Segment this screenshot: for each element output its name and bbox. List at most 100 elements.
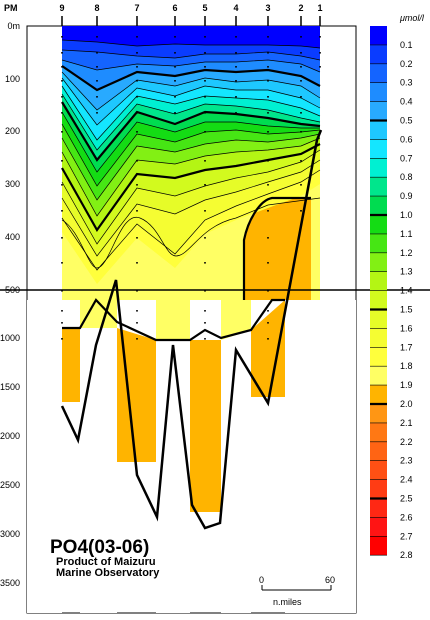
station-label: 8 <box>94 3 99 13</box>
sample-point <box>61 322 63 324</box>
station-label: 3 <box>265 3 270 13</box>
colorbar-swatch <box>370 422 387 442</box>
sample-point <box>96 66 98 68</box>
sample-point <box>267 310 269 312</box>
colorbar-label: 1.6 <box>400 323 413 333</box>
sample-point <box>300 66 302 68</box>
sample-point <box>136 112 138 114</box>
sample-point <box>136 52 138 54</box>
sample-point <box>136 80 138 82</box>
sample-point <box>300 80 302 82</box>
colorbar-swatch <box>370 101 387 121</box>
sample-point <box>96 36 98 38</box>
sample-point <box>96 96 98 98</box>
colorbar-label: 1.5 <box>400 305 413 315</box>
depth-label: 1000 <box>0 333 20 343</box>
contour-line-2.0 <box>242 196 311 300</box>
sample-point <box>267 66 269 68</box>
sample-point <box>61 262 63 264</box>
sample-point <box>61 210 63 212</box>
colorbar-label: 0.9 <box>400 191 413 201</box>
sample-point <box>96 52 98 54</box>
colorbar-swatch <box>370 385 387 404</box>
sample-point <box>235 36 237 38</box>
colorbar-swatch <box>370 366 387 386</box>
sample-point <box>300 160 302 162</box>
sample-point <box>267 262 269 264</box>
colorbar-swatch <box>370 252 387 272</box>
depth-label: 2000 <box>0 431 20 441</box>
colorbar-label: 0.7 <box>400 153 413 163</box>
sample-point <box>136 262 138 264</box>
sample-point <box>300 96 302 98</box>
sample-point <box>235 96 237 98</box>
sample-point <box>204 290 206 292</box>
sample-point <box>204 131 206 133</box>
depth-label: 3000 <box>0 529 20 539</box>
contour-line <box>61 71 321 111</box>
scale-max-label: 60 <box>325 575 335 585</box>
colorbar-label: 1.4 <box>400 286 413 296</box>
colorbar-swatch <box>370 498 387 518</box>
sample-point <box>174 66 176 68</box>
colorbar-swatch <box>370 26 387 45</box>
sample-point <box>96 80 98 82</box>
sample-point <box>174 52 176 54</box>
chart-title: PO4(03-06) <box>50 537 149 558</box>
sample-point <box>136 290 138 292</box>
station-label: 1 <box>317 3 322 13</box>
sample-point <box>300 52 302 54</box>
colorbar: 0.1 0.2 0.3 0.4 0.5 0.6 0.7 0.8 0.9 1.0 1.1 1.2 1.3 1… <box>370 26 413 560</box>
section-band <box>62 102 320 172</box>
sample-point <box>61 112 63 114</box>
colorbar-label: 1.0 <box>400 210 413 220</box>
sample-point <box>267 290 269 292</box>
sample-point <box>136 160 138 162</box>
contour-line <box>61 59 321 73</box>
sample-point <box>300 210 302 212</box>
colorbar-label: 1.8 <box>400 361 413 371</box>
section-band <box>62 160 320 270</box>
sample-point <box>136 96 138 98</box>
colorbar-unit: μmol/l <box>399 13 425 23</box>
station-label: 5 <box>202 3 207 13</box>
sample-point <box>267 131 269 133</box>
sample-point <box>61 52 63 54</box>
section-band <box>62 94 320 160</box>
colorbar-label: 2.1 <box>400 418 413 428</box>
sample-point <box>267 36 269 38</box>
sample-point <box>319 66 321 68</box>
colorbar-swatch <box>370 271 387 291</box>
sample-point <box>319 36 321 38</box>
scale-min-label: 0 <box>259 575 264 585</box>
station-label: 2 <box>298 3 303 13</box>
colorbar-label: 2.2 <box>400 437 413 447</box>
contour-line <box>61 169 321 271</box>
sample-point <box>136 36 138 38</box>
sample-point <box>300 112 302 114</box>
colorbar-swatch <box>370 44 387 64</box>
sample-point <box>136 131 138 133</box>
section-band <box>62 72 320 125</box>
section-band <box>62 138 320 230</box>
section-band <box>62 134 320 216</box>
sample-point <box>204 80 206 82</box>
sample-point <box>174 36 176 38</box>
sample-point <box>61 160 63 162</box>
contour-lines <box>61 39 321 342</box>
contour-line <box>61 137 321 217</box>
sample-point <box>235 66 237 68</box>
sample-point <box>136 66 138 68</box>
contour-line-2.0 <box>62 298 285 342</box>
colorbar-swatch <box>370 82 387 102</box>
depth-axis: 0m 100 200 300 400 500 1000 1500 2000 2500 3000 350… <box>0 21 20 588</box>
sample-point <box>61 36 63 38</box>
sample-point <box>174 96 176 98</box>
depth-label: 0m <box>7 21 20 31</box>
section-band <box>62 78 320 140</box>
subtitle-line-1: Product of Maizuru <box>56 556 156 568</box>
sample-point <box>267 112 269 114</box>
sample-point <box>267 338 269 340</box>
sample-point <box>136 310 138 312</box>
sample-point <box>235 80 237 82</box>
